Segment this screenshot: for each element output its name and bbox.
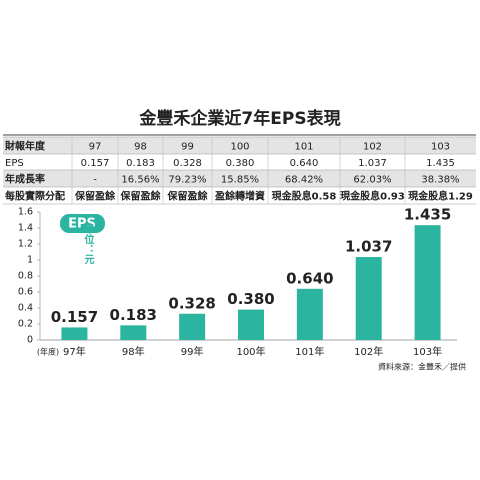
table-cell: 68.42% [285,175,323,186]
table-cell: 0.183 [126,158,155,169]
table-cell: 62.03% [353,175,391,186]
x-tick-label: 100年 [236,345,265,358]
table-cell: - [93,175,97,186]
x-tick-label: 103年 [413,345,442,358]
table-cell: 1.037 [358,158,387,169]
table-cell: 16.56% [121,175,159,186]
row-bg [3,137,476,154]
y-tick-label: 0.2 [18,319,33,330]
bar [61,327,88,340]
table-cell: 0.157 [81,158,110,169]
table-cell: 79.23% [168,175,206,186]
bar [179,313,206,340]
y-label: 單位：元 [82,224,94,265]
x-tick-label: 99年 [181,345,204,358]
value-label: 0.640 [286,269,333,287]
value-label: 0.183 [110,306,157,324]
bar [120,325,147,340]
row-label: 財報年度 [4,140,46,153]
value-label: 0.328 [168,294,215,312]
y-tick-label: 1 [27,255,33,266]
title: 金豐禾企業近7年EPS表現 [138,108,340,129]
table-cell: 盈餘轉增資 [214,190,265,203]
value-label: 1.435 [404,206,451,224]
row-label: 每股實際分配 [5,190,65,203]
y-tick-label: 1.2 [18,239,33,250]
table-cell: 0.380 [226,158,255,169]
table-cell: 現金股息0.93 [340,190,405,203]
x-tick-label: 98年 [122,345,145,358]
x-tick-label: 101年 [295,345,324,358]
table-cell: 15.85% [221,175,259,186]
x-label: (年度) [37,347,59,357]
table-cell: 0.640 [290,158,319,169]
y-tick-label: 0 [27,335,33,346]
row-label: 年成長率 [5,173,45,186]
table-cell: 1.435 [426,158,455,169]
table-cell: 103 [431,142,450,153]
value-label: 0.380 [227,290,274,308]
badge-bg [60,214,105,233]
table-cell: 98 [134,142,147,153]
bar [355,257,382,340]
row-bg [3,170,476,187]
table-cell: 保留盈餘 [74,190,116,203]
y-tick-label: 0.8 [18,271,33,282]
badge: EPS [68,217,96,232]
table-cell: 102 [363,142,382,153]
table-cell: 0.328 [173,158,202,169]
value-label: 0.157 [51,308,98,326]
table-cell: 101 [294,142,313,153]
value-label: 1.037 [345,238,392,256]
y-tick-label: 1.6 [18,207,33,218]
table-cell: 99 [181,142,194,153]
bar [238,309,264,340]
table-cell: 100 [230,142,249,153]
y-tick-label: 0.6 [18,287,33,298]
table-cell: 97 [89,142,102,153]
x-tick-label: 102年 [354,345,383,358]
bar [414,225,441,340]
y-tick-label: 1.4 [18,223,33,234]
table-cell: 保留盈餘 [167,190,209,203]
table-cell: 保留盈餘 [120,190,162,203]
table-cell: 現金股息0.58 [272,190,337,203]
table-cell: 現金股息1.29 [408,190,473,203]
x-tick-label: 97年 [63,345,86,358]
table-cell: 38.38% [421,175,459,186]
y-tick-label: 0.4 [18,303,33,314]
row-label: EPS [5,158,24,169]
bar [296,288,323,340]
source: 資料來源：金豐禾／提供 [378,362,466,372]
